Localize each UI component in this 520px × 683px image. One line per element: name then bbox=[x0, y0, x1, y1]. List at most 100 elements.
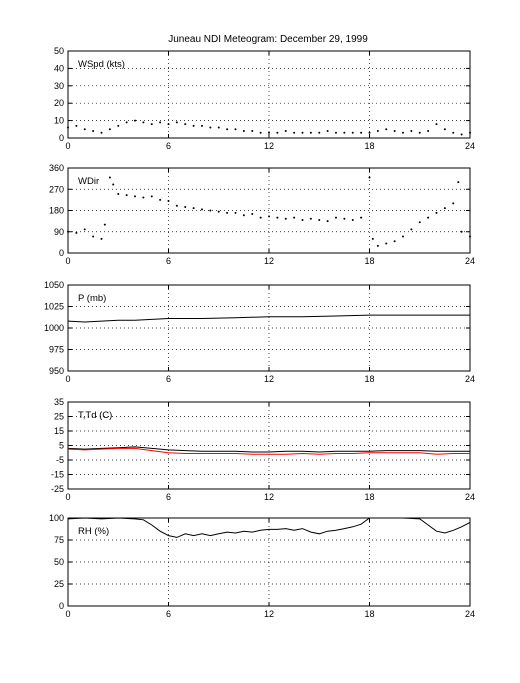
wspd-data-point bbox=[108, 128, 111, 131]
wspd-data-point bbox=[318, 131, 321, 134]
wdir-data-point bbox=[100, 237, 103, 240]
rh-ytick-label: 50 bbox=[54, 557, 64, 567]
wdir-data-point bbox=[318, 218, 321, 221]
wspd-data-point bbox=[175, 121, 178, 124]
wspd-ytick-label: 40 bbox=[54, 63, 64, 73]
wdir-xtick-label: 24 bbox=[465, 256, 475, 266]
wdir-data-point bbox=[276, 216, 279, 219]
wdir-data-point bbox=[117, 192, 120, 195]
wspd-xtick-label: 18 bbox=[364, 141, 374, 151]
wspd-data-point bbox=[75, 124, 78, 127]
wspd-data-point bbox=[460, 133, 463, 136]
pressure-panel: 950 975 1000 1025 1050 0 6 12 18 24 P (mb) bbox=[44, 280, 475, 384]
wdir-data-point bbox=[112, 183, 115, 186]
temp-dewpoint-panel: -25 -15 -5 5 15 25 35 0 6 12 18 24 T,Td (C) bbox=[51, 397, 475, 502]
rh-panel: 0 25 50 75 100 0 6 12 18 24 RH (%) bbox=[49, 513, 475, 619]
wdir-label: WDir bbox=[78, 176, 99, 187]
wspd-data-point bbox=[343, 131, 346, 134]
wspd-data-point bbox=[92, 130, 95, 133]
pressure-xtick-label: 6 bbox=[166, 374, 171, 384]
pressure-label: P (mb) bbox=[78, 293, 106, 304]
wspd-data-point bbox=[335, 131, 337, 134]
wdir-data-point bbox=[251, 213, 254, 216]
wdir-data-point bbox=[402, 235, 404, 238]
temp-dewpoint-xtick-label: 18 bbox=[364, 492, 374, 502]
wdir-data-point bbox=[134, 195, 136, 198]
wspd-ytick-label: 50 bbox=[54, 46, 64, 56]
temp-dewpoint-ytick-label: -25 bbox=[51, 484, 64, 494]
wspd-data-point bbox=[117, 124, 120, 127]
temp-dewpoint-label: T,Td (C) bbox=[78, 410, 112, 421]
temp-dewpoint-ytick-label: -15 bbox=[51, 470, 64, 480]
wspd-data-point bbox=[309, 131, 312, 134]
wdir-data-point bbox=[418, 221, 421, 224]
pressure-series-line-1 bbox=[67, 314, 470, 323]
temp-dewpoint-ytick-label: 25 bbox=[54, 412, 64, 422]
temp-dewpoint-xtick-label: 24 bbox=[465, 492, 475, 502]
wdir-xtick-label: 6 bbox=[166, 256, 171, 266]
wdir-data-point bbox=[67, 230, 69, 233]
rh-series-line-1 bbox=[67, 517, 471, 538]
wspd-data-point bbox=[259, 131, 262, 134]
wdir-data-point bbox=[326, 220, 329, 223]
wdir-data-point bbox=[335, 216, 337, 219]
wspd-axes-frame bbox=[67, 50, 471, 139]
wspd-data-point bbox=[125, 121, 128, 124]
wspd-data-point bbox=[427, 130, 430, 133]
wspd-data-point bbox=[150, 123, 153, 126]
wspd-data-point bbox=[410, 130, 413, 133]
rh-ytick-label: 25 bbox=[54, 579, 64, 589]
rh-label: RH (%) bbox=[78, 526, 109, 537]
temp-dewpoint-series-line-2 bbox=[67, 447, 470, 455]
wdir-data-point bbox=[259, 216, 262, 219]
pressure-xtick-label: 24 bbox=[465, 374, 475, 384]
wspd-data-point bbox=[67, 126, 69, 129]
temp-dewpoint-ytick-label: 15 bbox=[54, 426, 64, 436]
wdir-ytick-label: 360 bbox=[49, 163, 64, 173]
wdir-ytick-label: 180 bbox=[49, 206, 64, 216]
wdir-data-point bbox=[460, 230, 463, 233]
wdir-data-point bbox=[469, 235, 471, 238]
wspd-data-point bbox=[217, 126, 220, 129]
wdir-data-point bbox=[385, 242, 388, 245]
wdir-data-point bbox=[457, 181, 460, 184]
wdir-data-point bbox=[108, 176, 111, 179]
figure-title: Juneau NDI Meteogram: December 29, 1999 bbox=[168, 34, 368, 45]
wdir-xtick-label: 0 bbox=[65, 256, 70, 266]
wspd-xtick-label: 12 bbox=[264, 141, 274, 151]
temp-dewpoint-xtick-label: 12 bbox=[264, 492, 274, 502]
temp-dewpoint-ytick-label: 5 bbox=[59, 441, 64, 451]
wspd-data-point bbox=[100, 131, 103, 134]
wdir-data-point bbox=[371, 237, 374, 240]
wdir-data-point bbox=[234, 211, 237, 214]
pressure-ytick-label: 1050 bbox=[44, 280, 64, 290]
wdir-data-point bbox=[159, 198, 162, 201]
wspd-data-point bbox=[201, 124, 203, 127]
rh-xtick-label: 0 bbox=[65, 609, 70, 619]
wdir-data-point bbox=[201, 208, 203, 211]
wspd-xtick-label: 24 bbox=[465, 141, 475, 151]
wspd-data-point bbox=[142, 121, 145, 124]
rh-xtick-label: 18 bbox=[364, 609, 374, 619]
wdir-data-point bbox=[284, 217, 287, 220]
wdir-data-point bbox=[92, 235, 95, 238]
wdir-data-point bbox=[368, 176, 371, 179]
wspd-ytick-label: 0 bbox=[59, 133, 64, 143]
wspd-data-point bbox=[368, 131, 371, 134]
pressure-ytick-label: 1025 bbox=[44, 302, 64, 312]
wdir-data-point bbox=[103, 223, 106, 226]
wdir-data-point bbox=[142, 196, 145, 199]
wdir-data-point bbox=[393, 240, 396, 243]
wdir-data-point bbox=[376, 244, 379, 247]
temp-dewpoint-xtick-label: 0 bbox=[65, 492, 70, 502]
wspd-ytick-label: 30 bbox=[54, 81, 64, 91]
wdir-data-point bbox=[309, 217, 312, 220]
wspd-data-point bbox=[360, 131, 363, 134]
wspd-xtick-label: 0 bbox=[65, 141, 70, 151]
wspd-data-point bbox=[284, 130, 287, 133]
wdir-data-point bbox=[83, 228, 86, 231]
wspd-xtick-label: 6 bbox=[166, 141, 171, 151]
rh-ytick-label: 75 bbox=[54, 535, 64, 545]
wdir-data-point bbox=[360, 216, 363, 219]
wdir-data-point bbox=[410, 228, 413, 231]
